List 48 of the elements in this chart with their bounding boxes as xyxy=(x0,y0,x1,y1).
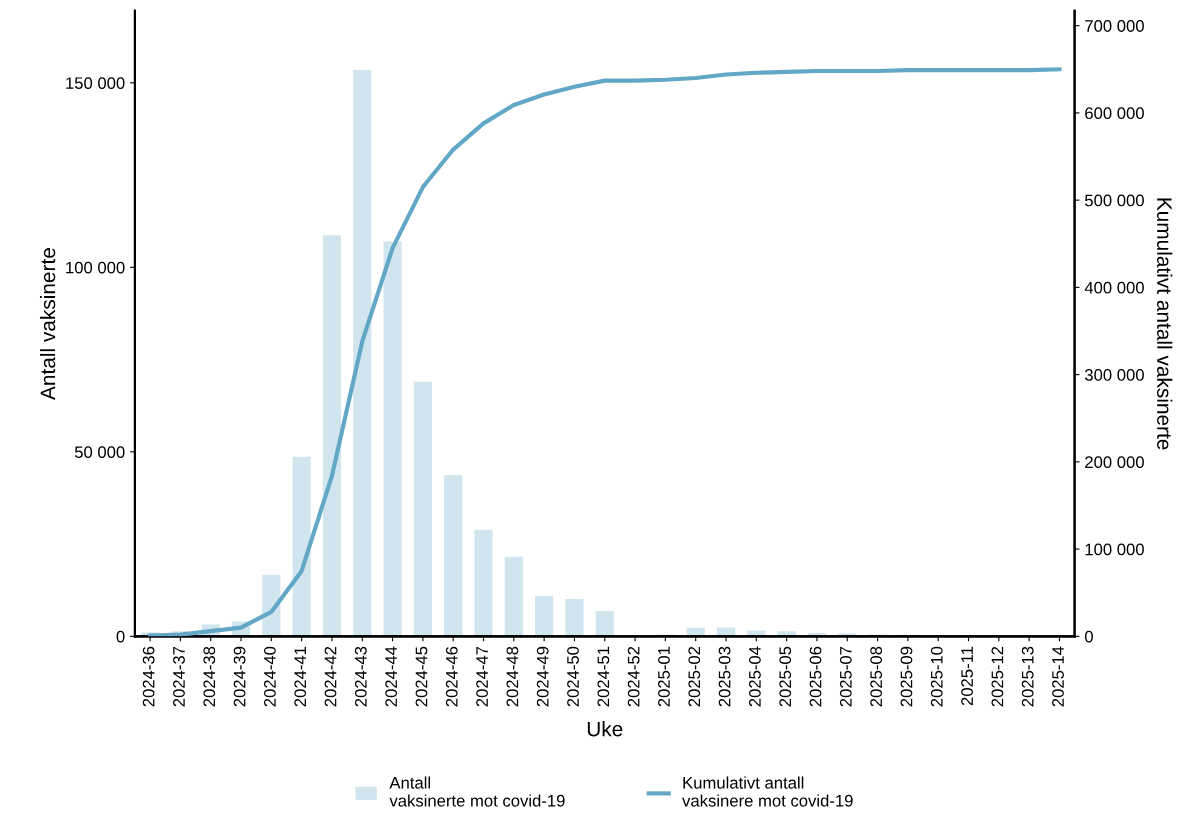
x-tick-label: 2024-39 xyxy=(233,646,246,707)
y-tick-label: 100 000 xyxy=(66,261,125,274)
y2-tick-label: 200 000 xyxy=(1085,456,1144,469)
x-tick-label: 2025-03 xyxy=(718,646,731,707)
x-tick-label: 2024-47 xyxy=(476,646,488,707)
y2-tick-label: 600 000 xyxy=(1085,107,1144,120)
y-axis-title: Antall vaksinerte xyxy=(39,248,56,400)
x-tick-label: 2025-14 xyxy=(1052,646,1064,707)
x-tick-label: 2024-38 xyxy=(203,646,216,707)
x-tick-label: 2025-02 xyxy=(688,646,701,707)
x-tick-label: 2025-05 xyxy=(779,646,792,707)
x-tick-label: 2025-04 xyxy=(748,646,761,707)
y2-tick-label: 500 000 xyxy=(1084,194,1144,207)
y2-tick-label: 400 000 xyxy=(1084,281,1144,294)
x-tick-label: 2024-40 xyxy=(264,646,276,707)
legend-label: Kumulativt antall vaksinere mot covid-19 xyxy=(682,776,853,807)
x-tick-label: 2024-44 xyxy=(385,646,398,707)
x-tick-label: 2025-08 xyxy=(870,646,883,707)
x-tick-label: 2025-06 xyxy=(809,646,822,707)
y-tick-label: 150 000 xyxy=(66,77,125,90)
x-tick-label: 2025-07 xyxy=(839,646,852,707)
x-tick-label: 2024-41 xyxy=(294,646,307,707)
y2-tick-label: 700 000 xyxy=(1085,20,1144,32)
x-tick-label: 2025-12 xyxy=(991,646,1004,707)
x-tick-label: 2025-01 xyxy=(658,646,670,707)
y-tick-label: 50 000 xyxy=(74,446,125,459)
x-tick-label: 2024-52 xyxy=(627,646,640,707)
x-tick-label: 2024-51 xyxy=(597,646,610,707)
x-tick-label: 2024-37 xyxy=(173,646,185,707)
x-tick-label: 2024-50 xyxy=(567,646,579,707)
y2-axis-title: Kumulativt antall vaksinerte xyxy=(1157,198,1173,450)
y2-tick-label: 0 xyxy=(1084,630,1093,643)
x-tick-label: 2024-45 xyxy=(415,646,428,707)
x-tick-label: 2025-11 xyxy=(961,646,973,706)
y2-tick-label: 300 000 xyxy=(1084,369,1144,381)
y-tick-label: 0 xyxy=(116,630,125,643)
x-axis-title: Uke xyxy=(587,721,623,737)
x-tick-label: 2024-36 xyxy=(142,646,155,707)
x-tick-label: 2024-48 xyxy=(506,646,519,707)
x-tick-label: 2024-43 xyxy=(354,646,367,707)
x-tick-label: 2024-49 xyxy=(536,646,549,707)
x-tick-label: 2024-46 xyxy=(445,646,458,707)
x-tick-label: 2025-13 xyxy=(1021,646,1034,707)
legend-label: Antall vaksinerte mot covid-19 xyxy=(389,776,565,807)
y2-tick-label: 100 000 xyxy=(1085,543,1144,556)
x-tick-label: 2024-42 xyxy=(324,646,337,707)
x-tick-label: 2025-10 xyxy=(930,646,943,707)
x-tick-label: 2025-09 xyxy=(900,646,913,707)
